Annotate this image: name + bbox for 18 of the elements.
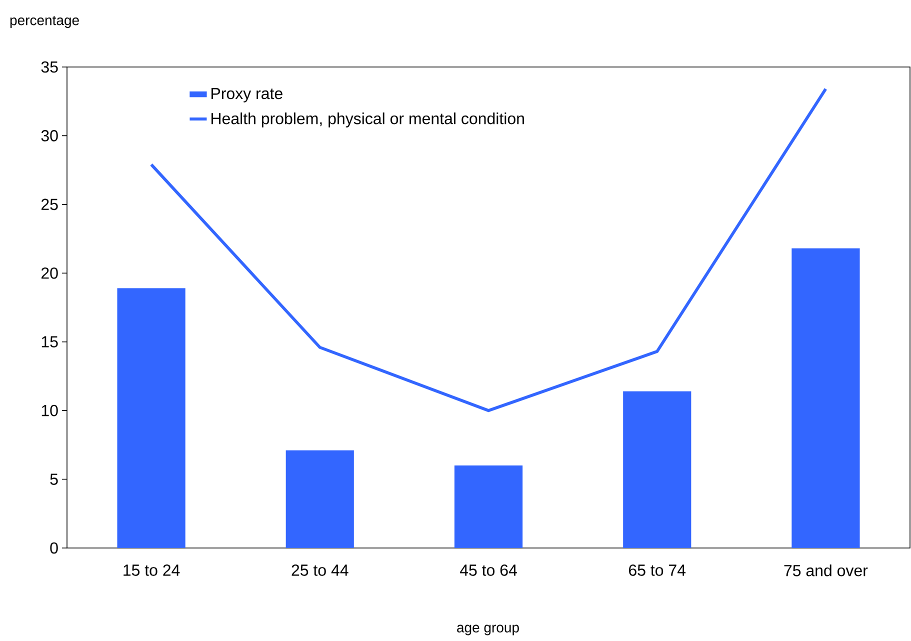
y-tick-label: 30 xyxy=(41,130,58,142)
y-tick-label: 10 xyxy=(42,404,58,416)
x-axis-title: age group xyxy=(457,624,519,636)
y-tick-label: 0 xyxy=(50,542,58,554)
x-tick-label: 65 to 74 xyxy=(629,564,686,576)
x-tick-label: 15 to 24 xyxy=(124,564,180,576)
y-tick-label: 15 xyxy=(42,336,58,348)
x-tick-label: 25 to 44 xyxy=(292,564,348,576)
x-tick-label: 75 and over xyxy=(784,564,868,576)
y-tick-label: 25 xyxy=(41,198,58,210)
y-axis-title: percentage xyxy=(10,16,79,28)
y-tick-label: 35 xyxy=(41,61,58,73)
x-tick-label: 45 to 64 xyxy=(460,564,517,576)
legend-label: Proxy rate xyxy=(212,88,282,102)
legend-label: Health problem, physical or mental condition xyxy=(212,112,524,128)
y-tick-label: 5 xyxy=(50,474,58,485)
y-tick-label: 20 xyxy=(41,267,58,279)
line-series xyxy=(150,87,828,412)
